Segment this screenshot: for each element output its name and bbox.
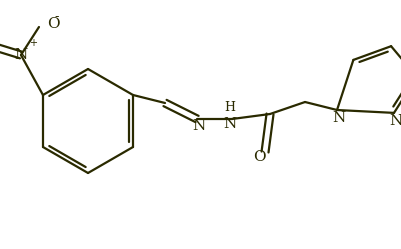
Text: N: N [332, 111, 345, 125]
Text: O: O [47, 17, 59, 31]
Text: N: N [389, 114, 401, 128]
Text: N: N [192, 119, 205, 133]
Text: +: + [29, 38, 37, 48]
Text: O: O [252, 150, 265, 164]
Text: N: N [223, 117, 236, 131]
Text: H: H [224, 101, 235, 114]
Text: -: - [55, 10, 59, 23]
Text: N: N [14, 48, 28, 62]
